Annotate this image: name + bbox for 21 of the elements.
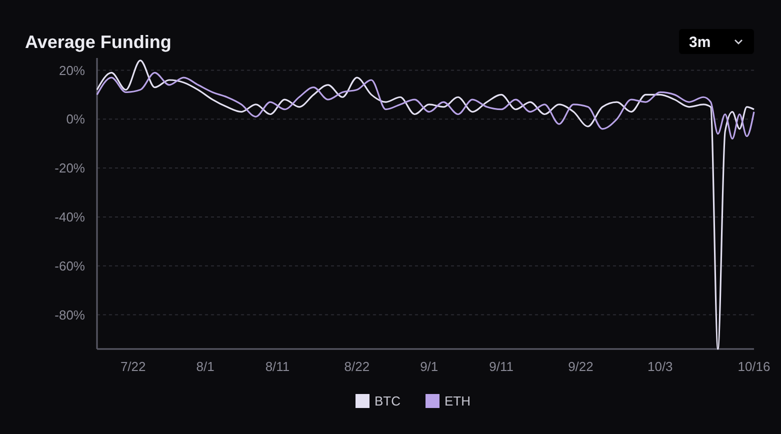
x-tick-label: 9/11 [489,359,514,374]
y-tick-label: 0% [66,112,86,127]
x-tick-label: 7/22 [120,359,146,374]
x-tick-label: 8/22 [344,359,370,374]
x-tick-label: 9/22 [568,359,594,374]
x-tick-label: 8/11 [265,359,290,374]
line-series [96,60,755,350]
legend-label: ETH [444,394,470,409]
x-tick-label: 10/16 [738,359,770,374]
y-tick-label: -60% [54,258,86,274]
y-tick-label: -40% [54,210,86,224]
y-tick-label: -20% [54,160,86,176]
chart-title: Average Funding [25,32,172,52]
y-tick-label: -80% [54,307,86,322]
x-tick-label: 9/1 [420,359,438,374]
line-series [96,72,755,140]
legend-label: BTC [374,394,400,409]
x-tick-label: 10/3 [647,359,673,374]
x-tick-label: 8/1 [196,359,214,374]
text: 3m [689,34,711,51]
y-tick-label: 20% [58,62,86,78]
